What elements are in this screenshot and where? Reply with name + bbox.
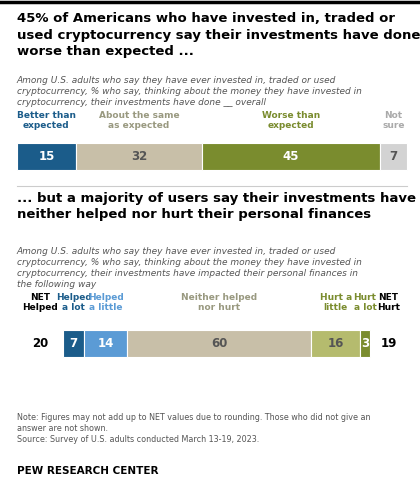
Text: Better than
expected: Better than expected xyxy=(17,111,76,130)
Text: NET
Hurt: NET Hurt xyxy=(377,293,400,312)
Bar xyxy=(202,143,380,170)
Text: NET
Helped: NET Helped xyxy=(22,293,58,312)
Text: 32: 32 xyxy=(131,150,147,163)
Bar xyxy=(380,143,407,170)
Text: ... but a majority of users say their investments have
neither helped nor hurt t: ... but a majority of users say their in… xyxy=(17,192,416,221)
Text: Neither helped
nor hurt: Neither helped nor hurt xyxy=(181,293,257,312)
Bar xyxy=(311,330,360,357)
Text: Among U.S. adults who say they have ever invested in, traded or used
cryptocurre: Among U.S. adults who say they have ever… xyxy=(17,247,362,289)
Bar xyxy=(63,330,84,357)
Text: 19: 19 xyxy=(381,337,396,350)
Text: 20: 20 xyxy=(32,337,48,350)
Bar xyxy=(17,143,76,170)
Text: Helped
a little: Helped a little xyxy=(88,293,124,312)
Bar xyxy=(360,330,370,357)
Bar xyxy=(76,143,202,170)
Bar xyxy=(84,330,127,357)
Text: Hurt a
little: Hurt a little xyxy=(320,293,352,312)
Text: 7: 7 xyxy=(70,337,78,350)
Text: 14: 14 xyxy=(98,337,114,350)
Text: Note: Figures may not add up to NET values due to rounding. Those who did not gi: Note: Figures may not add up to NET valu… xyxy=(17,413,370,444)
Text: Hurt
a lot: Hurt a lot xyxy=(354,293,376,312)
Text: About the same
as expected: About the same as expected xyxy=(99,111,179,130)
Text: 7: 7 xyxy=(389,150,398,163)
Bar xyxy=(127,330,311,357)
Text: PEW RESEARCH CENTER: PEW RESEARCH CENTER xyxy=(17,466,158,476)
Text: Worse than
expected: Worse than expected xyxy=(262,111,320,130)
Text: 45% of Americans who have invested in, traded or
used cryptocurrency say their i: 45% of Americans who have invested in, t… xyxy=(17,12,420,58)
Text: Not
sure: Not sure xyxy=(382,111,405,130)
Text: 3: 3 xyxy=(361,337,369,350)
Text: Helped
a lot: Helped a lot xyxy=(56,293,92,312)
Text: Among U.S. adults who say they have ever invested in, traded or used
cryptocurre: Among U.S. adults who say they have ever… xyxy=(17,76,362,107)
Text: 45: 45 xyxy=(283,150,299,163)
Text: 16: 16 xyxy=(328,337,344,350)
Text: 60: 60 xyxy=(211,337,228,350)
Text: 15: 15 xyxy=(38,150,55,163)
